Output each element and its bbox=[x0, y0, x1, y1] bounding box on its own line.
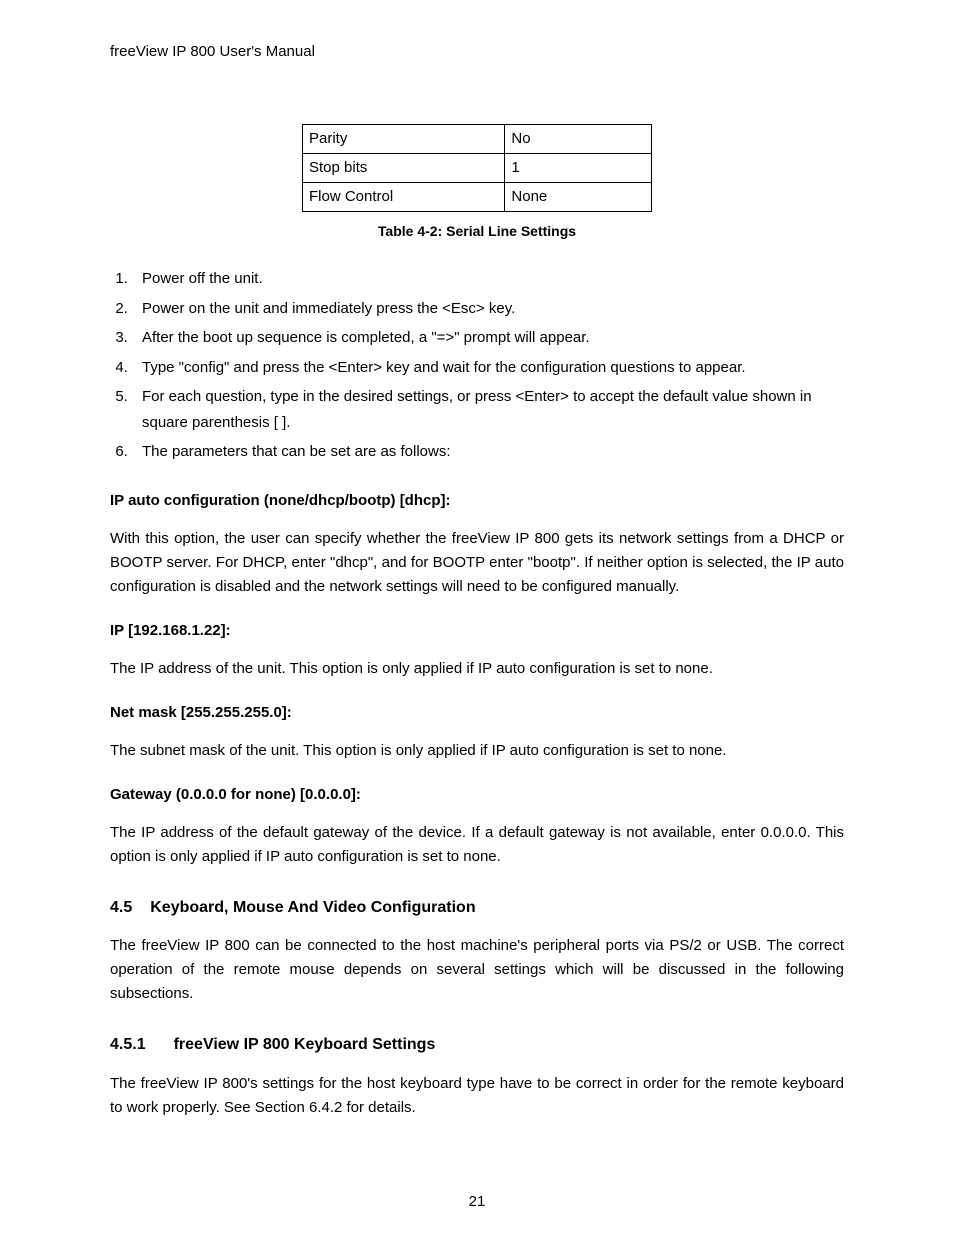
table-cell: Stop bits bbox=[303, 154, 505, 183]
page-header: freeView IP 800 User's Manual bbox=[110, 40, 844, 64]
steps-list: Power off the unit. Power on the unit an… bbox=[110, 266, 844, 465]
table-cell: None bbox=[505, 183, 652, 212]
param-body: With this option, the user can specify w… bbox=[110, 527, 844, 599]
section-body: The freeView IP 800 can be connected to … bbox=[110, 934, 844, 1006]
param-title: IP auto configuration (none/dhcp/bootp) … bbox=[110, 489, 844, 513]
param-body: The IP address of the default gateway of… bbox=[110, 821, 844, 869]
param-body: The IP address of the unit. This option … bbox=[110, 657, 844, 681]
list-item: For each question, type in the desired s… bbox=[132, 384, 844, 435]
section-title: Keyboard, Mouse And Video Configuration bbox=[150, 899, 475, 916]
param-title: IP [192.168.1.22]: bbox=[110, 619, 844, 643]
serial-settings-table: Parity No Stop bits 1 Flow Control None bbox=[302, 124, 652, 212]
subsection-body: The freeView IP 800's settings for the h… bbox=[110, 1072, 844, 1120]
subsection-title: freeView IP 800 Keyboard Settings bbox=[174, 1036, 436, 1053]
list-item: After the boot up sequence is completed,… bbox=[132, 325, 844, 351]
list-item: Power off the unit. bbox=[132, 266, 844, 292]
param-body: The subnet mask of the unit. This option… bbox=[110, 739, 844, 763]
table-cell: No bbox=[505, 125, 652, 154]
list-item: The parameters that can be set are as fo… bbox=[132, 439, 844, 465]
page-number: 21 bbox=[110, 1190, 844, 1214]
table-cell: 1 bbox=[505, 154, 652, 183]
subsection-heading: 4.5.1 freeView IP 800 Keyboard Settings bbox=[110, 1032, 844, 1058]
table-cell: Parity bbox=[303, 125, 505, 154]
param-title: Gateway (0.0.0.0 for none) [0.0.0.0]: bbox=[110, 783, 844, 807]
section-heading: 4.5 Keyboard, Mouse And Video Configurati… bbox=[110, 895, 844, 921]
subsection-number: 4.5.1 bbox=[110, 1032, 146, 1058]
param-title: Net mask [255.255.255.0]: bbox=[110, 701, 844, 725]
section-number: 4.5 bbox=[110, 895, 132, 921]
table-row: Stop bits 1 bbox=[303, 154, 652, 183]
table-row: Parity No bbox=[303, 125, 652, 154]
table-caption: Table 4-2: Serial Line Settings bbox=[110, 220, 844, 242]
list-item: Power on the unit and immediately press … bbox=[132, 296, 844, 322]
table-cell: Flow Control bbox=[303, 183, 505, 212]
list-item: Type "config" and press the <Enter> key … bbox=[132, 355, 844, 381]
table-row: Flow Control None bbox=[303, 183, 652, 212]
